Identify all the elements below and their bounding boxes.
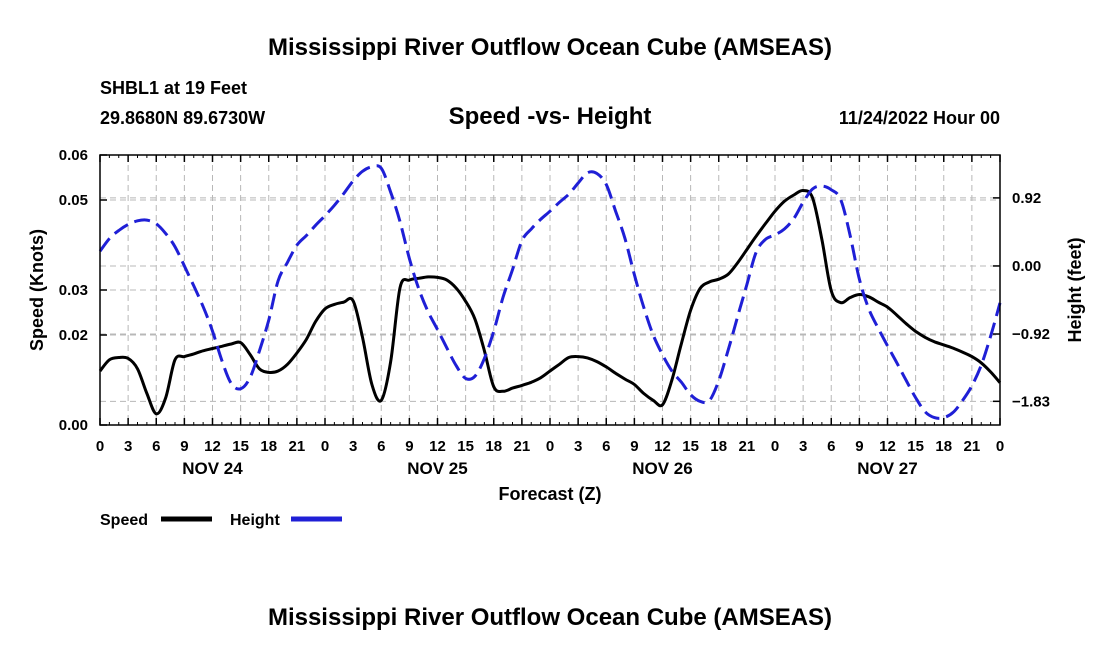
y2-tick-label: 0.00 — [1012, 258, 1041, 275]
location-label: 29.8680N 89.6730W — [100, 108, 265, 128]
y-tick-label: 0.00 — [59, 417, 88, 434]
x-tick-label: 9 — [405, 438, 413, 455]
station-label: SHBL1 at 19 Feet — [100, 78, 247, 98]
x-tick-label: 21 — [514, 438, 531, 455]
y-tick-label: 0.05 — [59, 192, 88, 209]
y-tick-label: 0.02 — [59, 327, 88, 344]
x-tick-label: 0 — [546, 438, 554, 455]
x-tick-label: 3 — [799, 438, 807, 455]
date-label: 11/24/2022 Hour 00 — [839, 108, 1000, 128]
x-tick-label: 15 — [457, 438, 474, 455]
chart-subtitle: Speed -vs- Height — [449, 103, 652, 130]
x-tick-label: 6 — [377, 438, 385, 455]
y2-tick-label: −1.83 — [1012, 393, 1050, 410]
day-label: NOV 25 — [407, 459, 467, 478]
x-tick-label: 9 — [180, 438, 188, 455]
day-label: NOV 24 — [182, 459, 243, 478]
y-tick-label: 0.03 — [59, 282, 88, 299]
grid — [100, 155, 1000, 425]
x-tick-label: 18 — [935, 438, 952, 455]
x-tick-label: 6 — [602, 438, 610, 455]
x-tick-label: 3 — [574, 438, 582, 455]
x-tick-label: 21 — [964, 438, 981, 455]
x-tick-label: 0 — [321, 438, 329, 455]
x-tick-label: 12 — [879, 438, 896, 455]
x-tick-label: 15 — [682, 438, 699, 455]
series-line-speed — [98, 188, 1002, 416]
x-tick-label: 15 — [232, 438, 249, 455]
x-tick-label: 3 — [349, 438, 357, 455]
day-label: NOV 26 — [632, 459, 692, 478]
y-axis-left: 0.00 0.02 0.03 0.05 0.06 — [59, 147, 107, 434]
x-axis-title: Forecast (Z) — [498, 484, 601, 504]
chart-title: Mississippi River Outflow Ocean Cube (AM… — [268, 34, 832, 61]
x-tick-label: 3 — [124, 438, 132, 455]
x-tick-label: 18 — [260, 438, 277, 455]
x-axis: 0 3 6 9 12 15 18 21 0 3 6 9 12 15 18 21 0 3 6 9 12 15 18 21 0 3 6 9… — [96, 155, 1004, 478]
x-tick-label: 6 — [827, 438, 835, 455]
x-tick-label: 0 — [771, 438, 779, 455]
x-tick-label: 0 — [96, 438, 104, 455]
x-tick-label: 21 — [739, 438, 756, 455]
y-tick-label: 0.06 — [59, 147, 88, 164]
x-tick-label: 15 — [907, 438, 924, 455]
footer-title: Mississippi River Outflow Ocean Cube (AM… — [268, 604, 832, 631]
legend-label-height: Height — [230, 512, 280, 529]
legend-label-speed: Speed — [100, 512, 148, 529]
series-line-height — [98, 164, 1002, 420]
y2-axis-title: Height (feet) — [1065, 238, 1085, 343]
x-tick-label: 12 — [654, 438, 671, 455]
x-tick-label: 12 — [429, 438, 446, 455]
y2-tick-label: −0.92 — [1012, 326, 1050, 343]
x-tick-label: 9 — [630, 438, 638, 455]
y-axis-title: Speed (Knots) — [27, 229, 47, 351]
x-tick-label: 21 — [289, 438, 306, 455]
y2-tick-label: 0.92 — [1012, 190, 1041, 207]
x-tick-label: 12 — [204, 438, 221, 455]
x-tick-label: 18 — [710, 438, 727, 455]
series-group — [98, 164, 1002, 420]
x-tick-label: 9 — [855, 438, 863, 455]
x-tick-label: 0 — [996, 438, 1004, 455]
x-tick-label: 18 — [485, 438, 502, 455]
day-label: NOV 27 — [857, 459, 917, 478]
x-tick-label: 6 — [152, 438, 160, 455]
y-axis-right: −1.83 −0.92 0.00 0.92 — [993, 190, 1050, 410]
legend: Speed Height — [100, 512, 342, 529]
